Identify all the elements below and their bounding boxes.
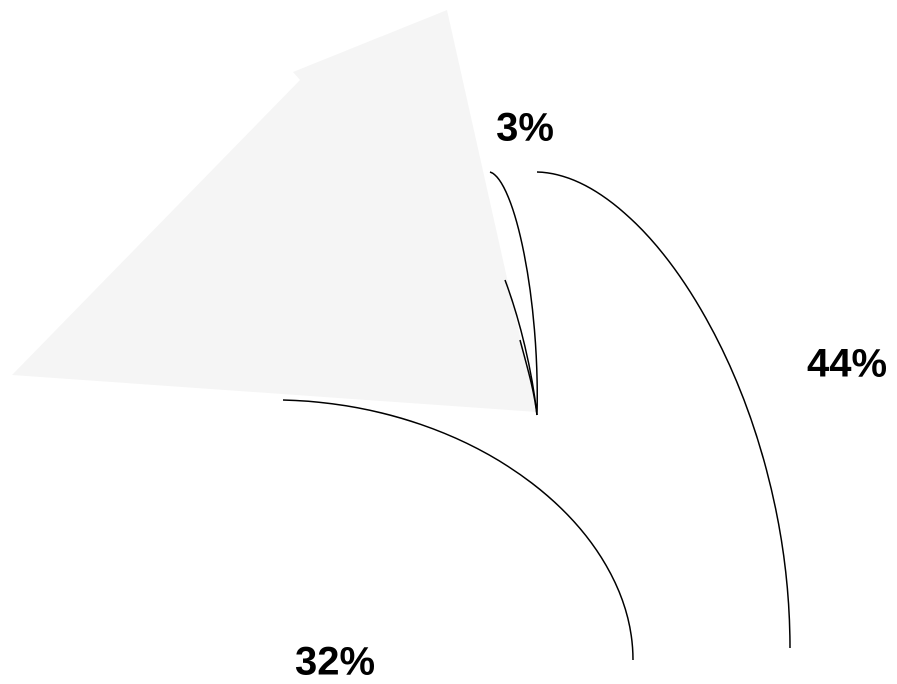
data-label: 44%	[807, 342, 887, 386]
slice-arc	[536, 171, 791, 649]
slice-arc	[282, 399, 634, 661]
data-label: 3%	[496, 106, 554, 150]
backdrop-shape	[12, 10, 537, 412]
guide-curve	[519, 339, 538, 416]
data-label: 32%	[295, 640, 375, 684]
slice-arc	[489, 171, 538, 416]
